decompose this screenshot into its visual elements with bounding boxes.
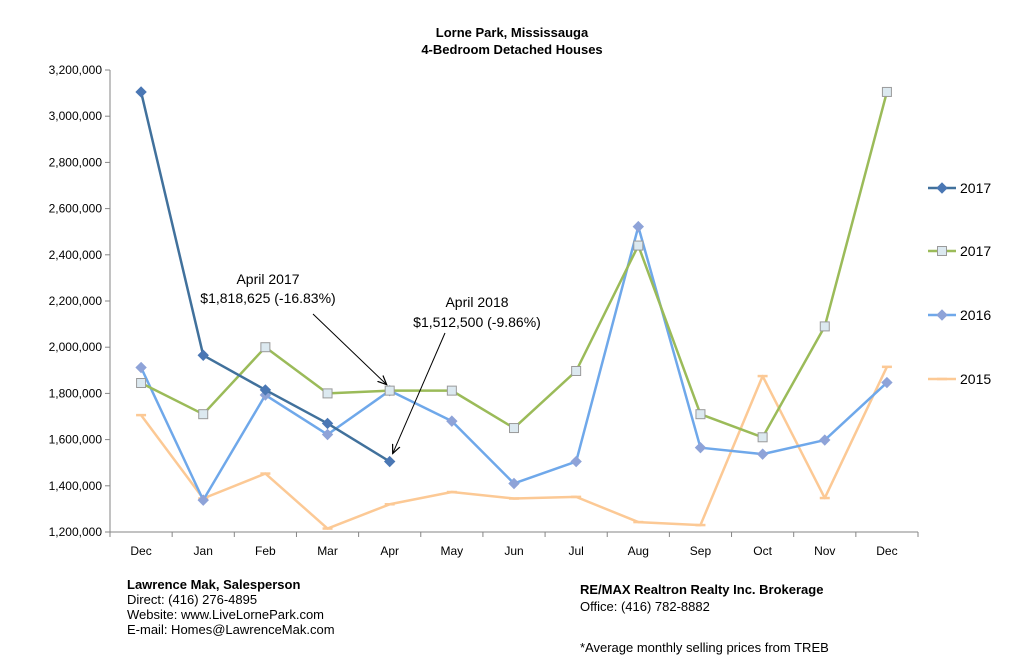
legend-item: 2016: [928, 307, 991, 323]
x-tick-label: Dec: [876, 544, 897, 558]
data-point: [383, 455, 396, 468]
y-tick-label: 2,400,000: [49, 248, 103, 262]
data-point: [384, 385, 395, 396]
data-point: [571, 365, 582, 376]
series-layer: [135, 86, 893, 530]
y-tick-label: 2,600,000: [49, 202, 103, 216]
chart-title-line-1: Lorne Park, Mississauga: [436, 25, 589, 40]
series-line: [140, 366, 889, 530]
legend-marker: [937, 246, 947, 256]
data-source-note: *Average monthly selling prices from TRE…: [580, 640, 829, 655]
y-tick-label: 3,200,000: [49, 63, 103, 77]
agent-direct-phone: Direct: (416) 276-4895: [127, 592, 258, 607]
annotation-april-2018: April 2018 $1,512,500 (-9.86%): [393, 294, 541, 454]
legend-item: 2017: [928, 243, 991, 259]
y-tick-label: 3,000,000: [49, 109, 103, 123]
data-point: [136, 378, 147, 389]
legend-label: 2015: [960, 371, 991, 387]
chart-title-line-2: 4-Bedroom Detached Houses: [421, 42, 602, 57]
data-point: [198, 409, 209, 420]
y-tick-label: 1,200,000: [49, 525, 103, 539]
x-tick-label: Oct: [753, 544, 772, 558]
data-point: [756, 448, 769, 460]
brokerage-office-phone: Office: (416) 782-8882: [580, 599, 710, 614]
y-tick-label: 2,200,000: [49, 294, 103, 308]
y-tick-label: 2,800,000: [49, 155, 103, 169]
data-point: [135, 361, 147, 374]
legend-label: 2016: [960, 307, 991, 323]
y-tick-label: 1,600,000: [49, 433, 103, 447]
x-tick-label: Jan: [194, 544, 213, 558]
legend-marker: [936, 309, 948, 321]
data-point: [446, 385, 457, 396]
data-point: [321, 417, 334, 430]
legend-label: 2017: [960, 180, 991, 196]
x-tick-label: Sep: [690, 544, 712, 558]
data-point: [633, 240, 644, 251]
annotation-april-2017: April 2017 $1,818,625 (-16.83%): [200, 271, 386, 385]
data-point: [508, 477, 520, 490]
annotation-arrow: [312, 313, 387, 385]
data-point: [881, 376, 893, 389]
annotations: April 2017 $1,818,625 (-16.83%) April 2018…: [200, 271, 541, 454]
data-point: [446, 415, 458, 427]
legend-marker: [936, 182, 948, 194]
data-point: [694, 441, 707, 454]
data-point: [259, 384, 272, 396]
annotation-text: April 2018: [445, 294, 508, 310]
x-tick-label: Mar: [317, 544, 338, 558]
legend-item: 2015: [928, 371, 991, 387]
data-point: [881, 86, 892, 97]
annotation-text: $1,818,625 (-16.83%): [200, 290, 335, 306]
data-point: [819, 321, 830, 332]
agent-email: E-mail: Homes@LawrenceMak.com: [127, 622, 335, 637]
legend: 2017 2017 2016 2015: [928, 180, 991, 387]
x-tick-label: Jul: [568, 544, 583, 558]
series-line: [139, 225, 888, 502]
x-tick-label: May: [441, 544, 464, 558]
y-tick-label: 2,000,000: [49, 340, 103, 354]
brokerage-name: RE/MAX Realtron Realty Inc. Brokerage: [580, 582, 824, 597]
x-tick-label: Aug: [628, 544, 649, 558]
legend-item: 2017: [928, 180, 991, 196]
data-point: [321, 428, 334, 441]
annotation-text: April 2017: [236, 271, 299, 287]
data-point: [570, 455, 582, 468]
legend-label: 2017: [960, 243, 991, 259]
x-tick-label: Feb: [255, 544, 276, 558]
data-point: [260, 342, 271, 353]
data-point: [632, 220, 645, 233]
data-point: [757, 432, 768, 443]
data-point: [509, 423, 519, 434]
agent-website: Website: www.LiveLornePark.com: [127, 607, 325, 622]
y-tick-label: 1,400,000: [49, 479, 103, 493]
data-point: [197, 494, 209, 506]
agent-name: Lawrence Mak, Salesperson: [127, 577, 301, 592]
data-point: [322, 388, 333, 399]
x-tick-label: Apr: [380, 544, 399, 558]
brokerage-contact: RE/MAX Realtron Realty Inc. Brokerage Of…: [580, 582, 823, 614]
data-point: [197, 349, 209, 361]
series-line: [140, 91, 889, 439]
line-chart: Lorne Park, Mississauga 4-Bedroom Detach…: [49, 25, 992, 558]
series-2017-0: [135, 86, 396, 468]
y-tick-label: 1,800,000: [49, 386, 103, 400]
series-2017-1: [136, 86, 892, 443]
annotation-arrow: [393, 332, 446, 454]
data-point: [135, 86, 147, 98]
x-tick-label: Dec: [130, 544, 151, 558]
data-point: [695, 409, 706, 420]
x-tick-label: Nov: [814, 544, 835, 558]
series-2015-3: [136, 365, 892, 530]
annotation-text: $1,512,500 (-9.86%): [413, 314, 541, 330]
x-tick-label: Jun: [504, 544, 523, 558]
data-point: [819, 434, 831, 446]
axes: 1,200,000 1,400,000 1,600,000 1,800,000 2,00…: [49, 63, 919, 558]
agent-contact: Lawrence Mak, Salesperson Direct: (416) …: [127, 577, 335, 637]
